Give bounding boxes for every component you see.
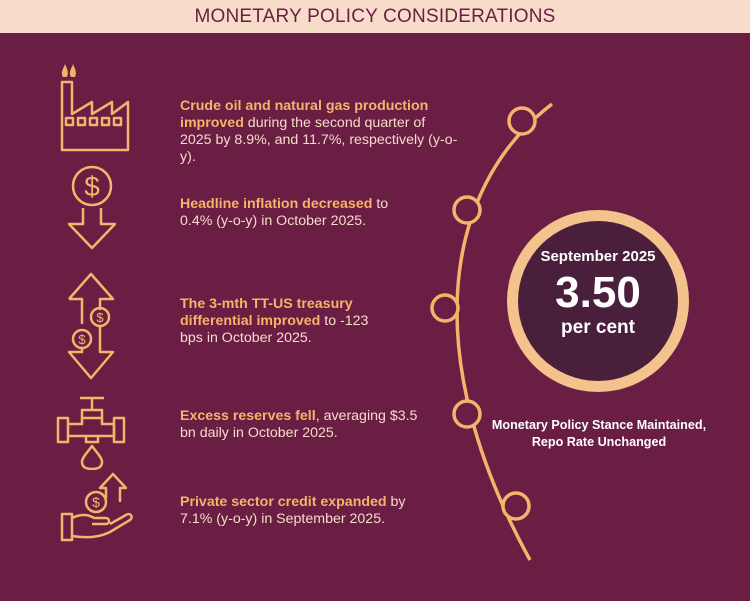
- dollar-down-arrow-icon: $: [67, 165, 117, 250]
- svg-text:$: $: [92, 494, 100, 510]
- rate-value: 3.50: [555, 268, 641, 317]
- policy-stance-line1: Monetary Policy Stance Maintained,: [491, 418, 707, 432]
- item-inflation: Headline inflation decreased to 0.4% (y-…: [180, 196, 389, 229]
- timeline-node-5: [501, 491, 531, 521]
- timeline-node-1: [507, 106, 537, 136]
- item-treasury-differential: The 3-mth TT-US treasury differential im…: [180, 296, 369, 346]
- hand-dollar-up-arrow-icon: $: [60, 472, 133, 542]
- policy-stance-line2: Repo Rate Unchanged: [531, 435, 667, 449]
- page-title: MONETARY POLICY CONSIDERATIONS: [194, 6, 556, 27]
- faucet-drop-icon: [56, 396, 126, 470]
- header-band: MONETARY POLICY CONSIDERATIONS: [0, 0, 750, 33]
- factory-icon: [60, 64, 130, 152]
- rate-month: September 2025: [540, 248, 656, 265]
- item-oil-gas: Crude oil and natural gas production imp…: [180, 98, 458, 165]
- svg-text:$: $: [96, 310, 104, 325]
- rate-unit: per cent: [561, 317, 635, 338]
- timeline-node-2: [452, 195, 482, 225]
- svg-text:$: $: [78, 332, 86, 347]
- dollar-up-down-arrows-icon: $ $: [67, 272, 115, 380]
- timeline-node-3: [430, 293, 460, 323]
- policy-stance: Monetary Policy Stance Maintained, Repo …: [470, 417, 728, 451]
- item-private-credit: Private sector credit expanded by 7.1% (…: [180, 494, 406, 527]
- timeline-node-4: [452, 399, 482, 429]
- item-excess-reserves: Excess reserves fell, averaging $3.5 bn …: [180, 408, 418, 441]
- rate-circle: [518, 221, 678, 381]
- svg-text:$: $: [84, 171, 100, 202]
